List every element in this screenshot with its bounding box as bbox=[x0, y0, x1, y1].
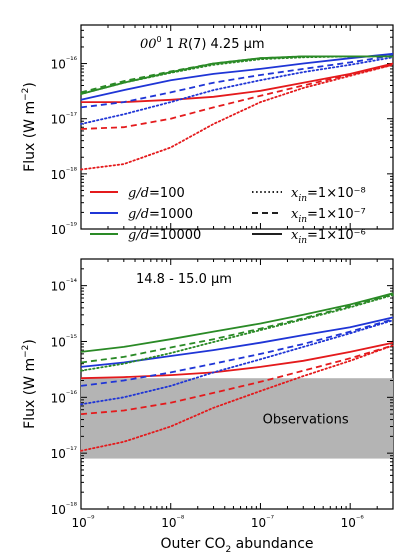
series-line-0-1 bbox=[80, 63, 394, 130]
top-series bbox=[80, 52, 394, 171]
bottom-ticks bbox=[80, 258, 394, 510]
series-line-1-8 bbox=[80, 294, 394, 372]
series-line-1-6 bbox=[80, 292, 394, 353]
x-tick-label: 10⁻⁸ bbox=[161, 514, 185, 530]
series-line-0-0 bbox=[81, 62, 394, 103]
top-y-tick-labels: 10⁻¹⁹ 10⁻¹⁸ 10⁻¹⁷ 10⁻¹⁶ bbox=[51, 55, 78, 237]
y-tick-label: 10⁻¹⁷ bbox=[51, 445, 77, 461]
series-line-1-5 bbox=[80, 319, 394, 406]
bottom-annotation: 14.8 - 15.0 μm bbox=[136, 272, 232, 287]
y-tick-label: 10⁻¹⁶ bbox=[51, 389, 78, 405]
legend-label: g/d=100 bbox=[128, 186, 185, 201]
y-tick-label: 10⁻¹⁹ bbox=[51, 221, 78, 237]
bottom-panel: Observations 10⁻¹⁸ 10⁻¹⁷ 10⁻¹⁶ 10⁻¹⁵ 10⁻¹⁴ 1… bbox=[21, 258, 394, 554]
y-tick-label: 10⁻¹⁸ bbox=[51, 165, 78, 181]
y-tick-label: 10⁻¹⁴ bbox=[51, 277, 78, 293]
legend-label: xin=1×10⁻⁸ bbox=[291, 186, 366, 204]
observations-label: Observations bbox=[263, 412, 349, 427]
legend-label: xin=1×10⁻⁶ bbox=[291, 228, 366, 246]
bottom-series bbox=[80, 292, 394, 452]
y-tick-label: 10⁻¹⁷ bbox=[51, 110, 77, 126]
series-line-0-5 bbox=[80, 56, 394, 125]
series-line-0-8 bbox=[80, 55, 394, 95]
x-tick-label: 10⁻⁶ bbox=[341, 514, 365, 530]
x-tick-label: 10⁻⁹ bbox=[71, 514, 95, 530]
x-axis-label: Outer CO2 abundance bbox=[160, 536, 313, 554]
legend-label: xin=1×10⁻⁷ bbox=[291, 207, 366, 225]
series-line-1-0 bbox=[80, 341, 394, 380]
bottom-ylabel: Flux (W m−2) bbox=[21, 339, 38, 429]
series-line-0-2 bbox=[80, 63, 394, 171]
series-line-1-3 bbox=[80, 316, 394, 368]
observations-band bbox=[81, 378, 393, 459]
x-tick-label: 10⁻⁷ bbox=[251, 514, 274, 530]
series-line-0-4 bbox=[80, 54, 394, 109]
series-line-0-3 bbox=[80, 52, 394, 101]
top-annotation: 000 1 R(7) 4.25 μm bbox=[140, 35, 265, 52]
y-tick-label: 10⁻¹⁵ bbox=[51, 333, 77, 349]
series-line-0-7 bbox=[80, 55, 393, 94]
bottom-y-tick-labels: 10⁻¹⁸ 10⁻¹⁷ 10⁻¹⁶ 10⁻¹⁵ 10⁻¹⁴ bbox=[51, 277, 78, 517]
series-line-1-1 bbox=[80, 344, 394, 415]
x-tick-labels: 10⁻⁹ 10⁻⁸ 10⁻⁷ 10⁻⁶ bbox=[71, 514, 364, 530]
y-tick-label: 10⁻¹⁶ bbox=[51, 55, 78, 71]
legend-label: g/d=10000 bbox=[128, 228, 201, 243]
y-tick-label: 10⁻¹⁸ bbox=[51, 501, 78, 517]
legend: g/d=100 g/d=1000 g/d=10000 xin=1×10⁻⁸ xin=1×… bbox=[90, 186, 366, 246]
top-ylabel: Flux (W m−2) bbox=[21, 82, 38, 172]
series-line-1-4 bbox=[80, 318, 394, 387]
legend-label: g/d=1000 bbox=[128, 207, 193, 222]
series-line-1-2 bbox=[80, 344, 394, 452]
series-line-1-7 bbox=[80, 293, 394, 364]
